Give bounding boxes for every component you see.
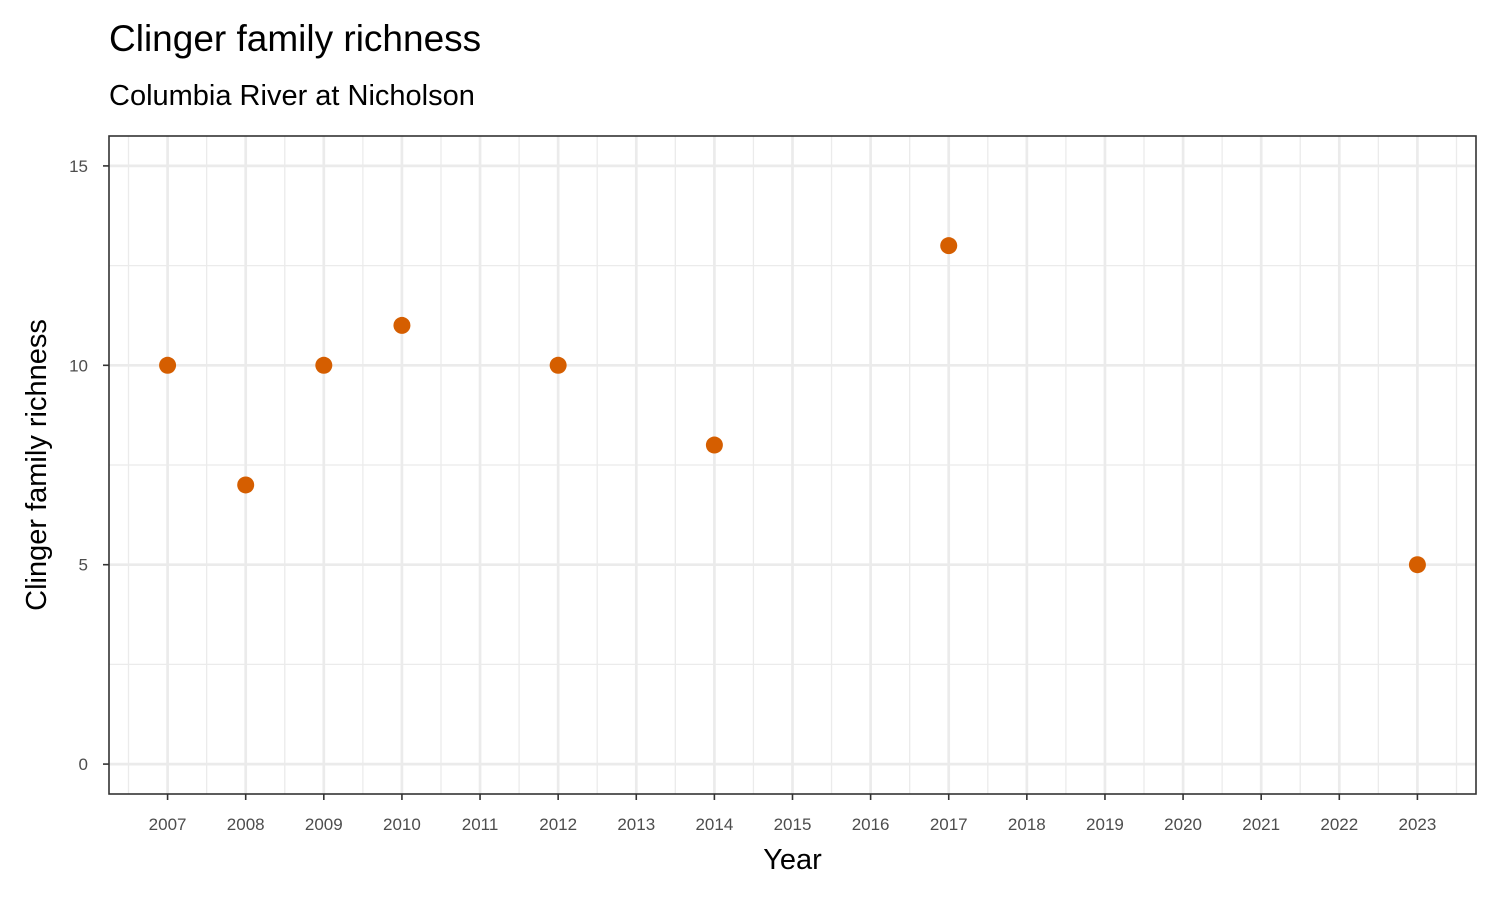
- x-tick-label: 2021: [1242, 815, 1280, 834]
- x-tick-label: 2014: [695, 815, 733, 834]
- x-tick-label: 2013: [617, 815, 655, 834]
- chart-title: Clinger family richness: [109, 18, 482, 59]
- data-point: [549, 356, 567, 374]
- x-tick-label: 2022: [1320, 815, 1358, 834]
- x-tick-label: 2016: [852, 815, 890, 834]
- x-tick-label: 2017: [930, 815, 968, 834]
- y-tick-label: 10: [69, 356, 88, 375]
- x-tick-label: 2015: [774, 815, 812, 834]
- x-tick-label: 2023: [1399, 815, 1437, 834]
- chart-subtitle: Columbia River at Nicholson: [109, 80, 475, 112]
- y-axis: 0 5 10 15: [69, 157, 109, 774]
- x-axis: 2007 2008 2009 2010 2011 2012 2013 2014 2015 2016…: [149, 794, 1437, 834]
- data-point: [315, 356, 333, 374]
- x-tick-label: 2018: [1008, 815, 1046, 834]
- x-axis-title: Year: [763, 844, 822, 876]
- data-point: [393, 316, 411, 334]
- y-axis-title: Clinger family richness: [21, 319, 53, 611]
- data-point: [705, 436, 723, 454]
- major-gridlines: [109, 136, 1476, 794]
- data-point: [237, 476, 255, 494]
- x-tick-label: 2011: [462, 815, 499, 834]
- x-tick-label: 2008: [227, 815, 265, 834]
- x-tick-label: 2010: [383, 815, 421, 834]
- x-tick-label: 2019: [1086, 815, 1124, 834]
- y-tick-label: 5: [79, 556, 88, 575]
- data-point: [940, 237, 958, 255]
- x-tick-label: 2007: [149, 815, 187, 834]
- y-tick-label: 0: [79, 755, 88, 774]
- data-point: [159, 356, 177, 374]
- data-points: [159, 237, 1426, 574]
- data-point: [1408, 556, 1426, 574]
- x-tick-label: 2020: [1164, 815, 1202, 834]
- y-tick-label: 15: [69, 157, 88, 176]
- x-tick-label: 2012: [539, 815, 577, 834]
- x-tick-label: 2009: [305, 815, 343, 834]
